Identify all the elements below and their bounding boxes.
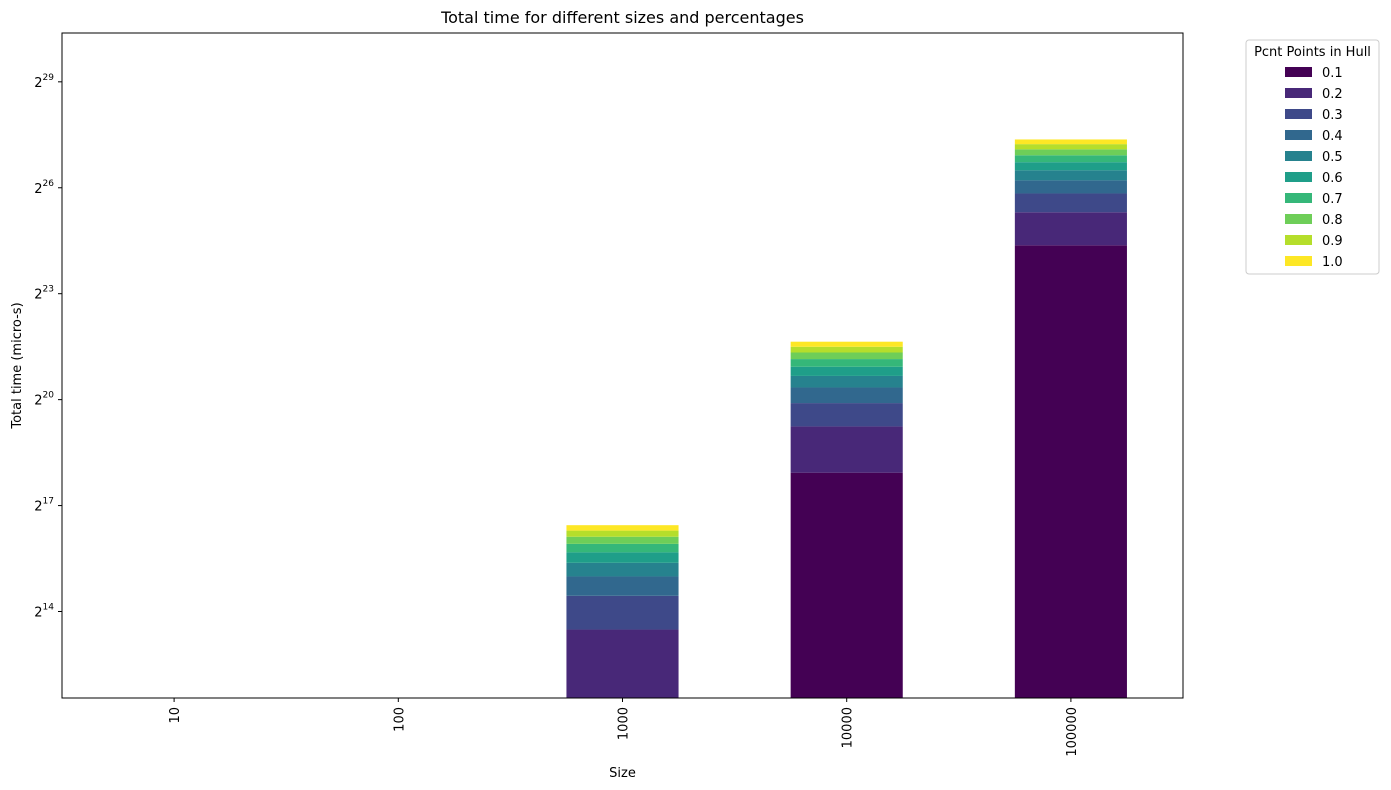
legend-label: 0.5 (1322, 150, 1343, 165)
legend-label: 0.3 (1322, 108, 1343, 123)
legend-swatch (1285, 109, 1312, 119)
legend-items: 0.1 0.2 0.3 0.4 0.5 0.6 0.7 0.8 0.9 1.0 (1285, 66, 1343, 270)
plot-frame (61, 32, 1184, 699)
legend-label: 0.7 (1322, 192, 1343, 207)
x-tick-label: 10000 (841, 707, 856, 748)
bar-100000-0.6 (1014, 162, 1127, 171)
legend-swatch (1285, 214, 1312, 224)
bar-1000-0.3 (566, 595, 679, 630)
legend-swatch (1285, 151, 1312, 161)
legend-swatch (1285, 67, 1312, 77)
bars-group (566, 139, 1127, 698)
x-axis-label: Size (609, 766, 636, 781)
bar-10000-0.2 (790, 426, 903, 473)
legend-box (1245, 39, 1380, 275)
bar-10000-0.9 (790, 346, 903, 353)
legend-swatch (1285, 235, 1312, 245)
bar-10000-1.0 (790, 341, 903, 347)
legend-swatch (1285, 172, 1312, 182)
chart-title: Total time for different sizes and perce… (440, 8, 804, 27)
bar-100000-0.3 (1014, 193, 1127, 213)
x-tick-label: 100000 (1065, 707, 1080, 757)
legend-label: 0.4 (1322, 129, 1343, 144)
legend-label: 0.1 (1322, 66, 1343, 81)
bar-1000-0.2 (566, 629, 679, 698)
legend-label: 0.9 (1322, 234, 1343, 249)
bar-1000-0.5 (566, 562, 679, 577)
bar-1000-1.0 (566, 525, 679, 531)
bar-1000-0.9 (566, 530, 679, 537)
y-tick-label: 214 (34, 603, 54, 621)
bar-100000-0.7 (1014, 155, 1127, 163)
legend-swatch (1285, 130, 1312, 140)
legend-label: 1.0 (1322, 255, 1343, 270)
y-axis-label: Total time (micro-s) (10, 302, 25, 429)
y-ticks: 214 217 220 223 226 229 (34, 73, 62, 621)
y-tick-label: 226 (34, 179, 54, 197)
bar-10000-0.3 (790, 403, 903, 427)
bar-100000-0.1 (1014, 245, 1127, 698)
bar-1000-0.4 (566, 576, 679, 596)
bar-100000-0.4 (1014, 180, 1127, 194)
x-tick-label: 1000 (617, 707, 632, 740)
y-tick-label: 217 (34, 497, 54, 515)
legend: Pcnt Points in Hull 0.10.20.30.40.50.60.… (1245, 39, 1380, 275)
x-ticks: 10 100 1000 10000 100000 (168, 698, 1080, 757)
y-tick-label: 223 (34, 285, 54, 303)
x-tick-label: 10 (168, 707, 183, 724)
legend-label: 0.8 (1322, 213, 1343, 228)
bar-10000-0.1 (790, 472, 903, 698)
bar-10000-0.4 (790, 387, 903, 404)
legend-swatch (1285, 88, 1312, 98)
bar-10000-0.7 (790, 359, 903, 367)
bar-100000-0.2 (1014, 212, 1127, 246)
legend-label: 0.6 (1322, 171, 1343, 186)
bar-10000-0.6 (790, 366, 903, 376)
bar-100000-1.0 (1014, 139, 1127, 145)
bar-10000-0.5 (790, 375, 903, 388)
legend-title: Pcnt Points in Hull (1254, 45, 1371, 60)
bar-10000-0.8 (790, 352, 903, 360)
bar-1000-0.7 (566, 543, 679, 553)
bar-100000-0.8 (1014, 149, 1127, 156)
legend-label: 0.2 (1322, 87, 1343, 102)
bar-1000-0.8 (566, 536, 679, 544)
bar-100000-0.9 (1014, 144, 1127, 150)
y-tick-label: 220 (34, 391, 54, 409)
legend-swatch (1285, 193, 1312, 203)
bar-100000-0.5 (1014, 170, 1127, 181)
legend-swatch (1285, 256, 1312, 266)
y-tick-label: 229 (34, 73, 54, 91)
bar-1000-0.6 (566, 552, 679, 563)
x-tick-label: 100 (392, 707, 407, 732)
